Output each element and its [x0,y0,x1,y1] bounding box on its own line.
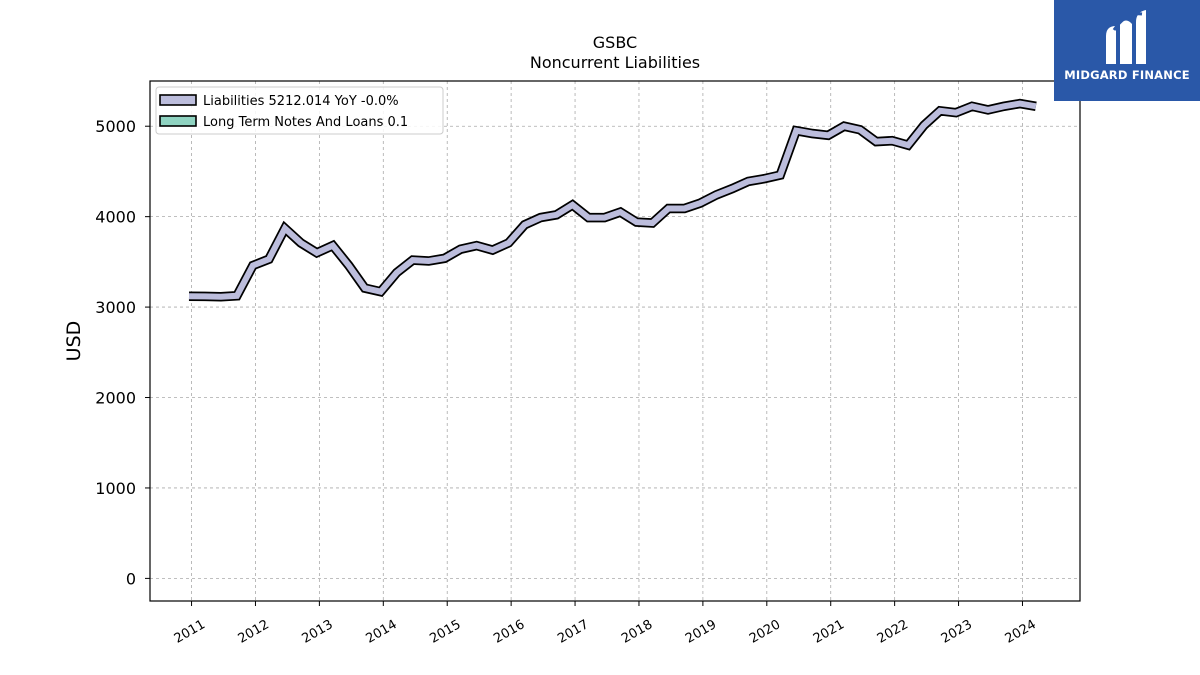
y-axis-label: USD [63,321,85,362]
y-tick-label: 2000 [95,389,136,408]
brand-name: MIDGARD FINANCE [1064,68,1190,82]
x-tick-label: 2024 [1003,617,1039,647]
y-tick-label: 5000 [95,117,136,136]
plot-frame [149,80,1081,602]
x-tick-label: 2020 [747,617,783,647]
legend-swatch-long-term-notes [159,115,197,127]
series-layer [188,98,1037,302]
x-tick-label: 2012 [236,617,272,647]
x-tick-label: 2022 [875,617,911,647]
x-tick-label: 2018 [619,617,655,647]
y-tick-label: 0 [126,569,136,588]
legend: Liabilities 5212.014 YoY -0.0% Long Term… [155,86,444,135]
y-tick-label: 4000 [95,208,136,227]
brand-mark-icon [1106,10,1146,64]
series-line-0 [188,100,1037,300]
x-tick-label: 2021 [811,617,847,647]
x-tick-label: 2019 [683,617,719,647]
x-tick-label: 2015 [427,617,463,647]
x-tick-label: 2013 [300,617,336,647]
legend-label-long-term-notes: Long Term Notes And Loans 0.1 [203,115,408,130]
x-tick-label: 2014 [363,617,399,647]
x-tick-label: 2016 [491,617,527,647]
brand-logo: MIDGARD FINANCE [1054,0,1200,101]
legend-label-liabilities: Liabilities 5212.014 YoY -0.0% [203,94,399,109]
y-tick-label: 1000 [95,479,136,498]
chart-subtitle: Noncurrent Liabilities [530,53,700,72]
x-tick-label: 2017 [555,617,591,647]
grid [150,81,1080,601]
legend-swatch-liabilities [159,94,197,106]
x-tick-label: 2023 [939,617,975,647]
x-tick-label: 2011 [172,617,208,647]
chart-title: GSBC [593,33,637,52]
x-axis: 2011 2012 2013 2014 2015 2016 2017 2018 2019 2020… [172,601,1039,647]
y-axis: 0 1000 2000 3000 4000 5000 [95,117,150,588]
y-tick-label: 3000 [95,298,136,317]
legend-frame [155,86,444,135]
